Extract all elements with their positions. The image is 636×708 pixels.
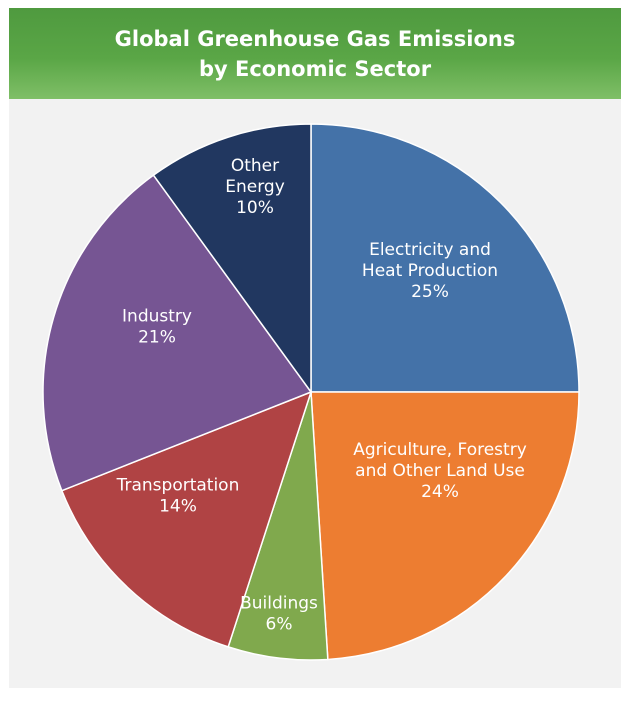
slice-percent: 14% [159,497,197,517]
slice-label-industry: Industry 21% [122,307,192,348]
title-banner: Global Greenhouse Gas Emissions by Econo… [9,8,621,99]
pie-labels: Electricity and Heat Production 25% Agricul… [116,156,527,635]
slice-label-buildings: Buildings 6% [240,594,318,635]
slice-name-line: Other [231,156,279,176]
chart-title-line-2: by Economic Sector [198,56,432,81]
slice-name-line: Industry [122,307,192,327]
slice-label-transportation: Transportation 14% [116,476,240,517]
slice-percent: 6% [266,615,293,635]
slice-name-line: Buildings [240,594,318,614]
chart-title-line-1: Global Greenhouse Gas Emissions [114,26,516,51]
slice-name-line: Transportation [116,476,240,496]
slice-percent: 21% [138,328,176,348]
slice-name-line: Heat Production [362,261,498,281]
slice-label-other-energy: Other Energy 10% [225,156,285,218]
slice-name-line: Electricity and [369,240,491,260]
slice-name-line: Energy [225,177,285,197]
slice-percent: 25% [411,282,449,302]
pie-slice-industry [42,174,313,492]
pie-slice-electricity-and-heat-production [310,123,580,393]
slice-name-line: and Other Land Use [355,461,525,481]
pie-slice-transportation [60,390,313,648]
slice-percent: 24% [421,482,459,502]
slice-name-line: Agriculture, Forestry [353,440,527,460]
pie-slice-agriculture-forestry-and-other-land-use [310,391,580,661]
slice-label-agriculture-forestry-and-other-land-use: Agriculture, Forestry and Other Land Use 2… [353,440,527,502]
slice-label-electricity-and-heat-production: Electricity and Heat Production 25% [362,240,498,302]
pie-slice-other-energy [152,123,312,395]
pie-slices [42,123,580,661]
slice-percent: 10% [236,198,274,218]
